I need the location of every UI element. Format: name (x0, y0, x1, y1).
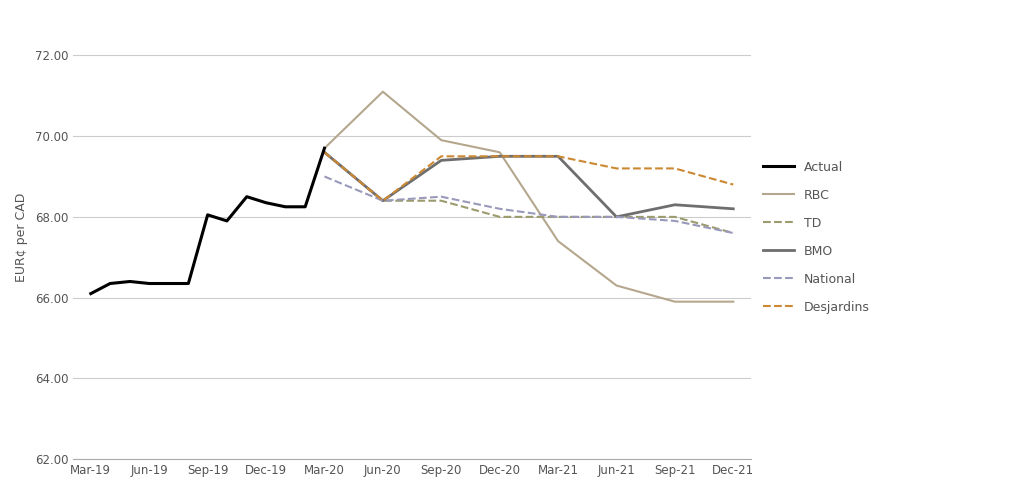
TD (318, 150, 331, 155)
National (610, 214, 623, 220)
Desjardins (494, 154, 506, 159)
TD (494, 214, 506, 220)
Line: Desjardins: Desjardins (325, 153, 733, 201)
Desjardins (377, 198, 389, 204)
Line: RBC: RBC (325, 92, 733, 302)
TD (610, 214, 623, 220)
Y-axis label: EUR¢ per CAD: EUR¢ per CAD (15, 192, 28, 282)
RBC (552, 238, 564, 244)
Desjardins (610, 165, 623, 171)
Line: Actual: Actual (91, 148, 325, 294)
BMO (318, 150, 331, 155)
RBC (377, 89, 389, 94)
TD (727, 230, 739, 236)
BMO (552, 154, 564, 159)
TD (552, 214, 564, 220)
National (318, 174, 331, 180)
RBC (727, 299, 739, 305)
BMO (494, 154, 506, 159)
TD (669, 214, 681, 220)
Actual (221, 218, 233, 224)
Actual (260, 200, 272, 206)
BMO (727, 206, 739, 212)
National (377, 198, 389, 204)
Actual (85, 291, 97, 297)
Actual (163, 280, 175, 286)
RBC (669, 299, 681, 305)
BMO (610, 214, 623, 220)
Actual (318, 145, 331, 151)
Legend: Actual, RBC, TD, BMO, National, Desjardins: Actual, RBC, TD, BMO, National, Desjardi… (758, 155, 874, 318)
Line: BMO: BMO (325, 153, 733, 217)
BMO (669, 202, 681, 208)
Actual (124, 278, 136, 284)
National (494, 206, 506, 212)
Desjardins (669, 165, 681, 171)
Desjardins (435, 154, 447, 159)
RBC (435, 137, 447, 143)
Desjardins (727, 182, 739, 187)
TD (377, 198, 389, 204)
Actual (104, 280, 117, 286)
Line: National: National (325, 177, 733, 233)
RBC (318, 145, 331, 151)
Desjardins (318, 150, 331, 155)
National (727, 230, 739, 236)
National (669, 218, 681, 224)
Actual (241, 194, 253, 200)
TD (435, 198, 447, 204)
RBC (494, 150, 506, 155)
Desjardins (552, 154, 564, 159)
Actual (143, 280, 156, 286)
Actual (182, 280, 195, 286)
National (435, 194, 447, 200)
National (552, 214, 564, 220)
RBC (610, 282, 623, 288)
Actual (280, 204, 292, 210)
BMO (435, 157, 447, 163)
Line: TD: TD (325, 153, 733, 233)
Actual (299, 204, 311, 210)
Actual (202, 212, 214, 218)
BMO (377, 198, 389, 204)
